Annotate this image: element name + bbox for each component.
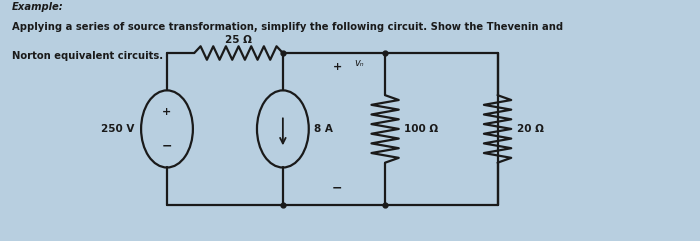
Text: vₙ: vₙ <box>354 58 364 68</box>
Text: −: − <box>162 140 172 153</box>
Text: 100 Ω: 100 Ω <box>404 124 438 134</box>
Text: +: + <box>162 107 172 117</box>
Text: 20 Ω: 20 Ω <box>517 124 543 134</box>
Text: +: + <box>332 62 342 73</box>
Text: Example:: Example: <box>13 2 64 12</box>
Text: 25 Ω: 25 Ω <box>225 35 252 45</box>
Text: Norton equivalent circuits.: Norton equivalent circuits. <box>13 51 163 60</box>
Text: Applying a series of source transformation, simplify the following circuit. Show: Applying a series of source transformati… <box>13 22 564 32</box>
Text: 250 V: 250 V <box>101 124 134 134</box>
Text: 8 A: 8 A <box>314 124 333 134</box>
Text: −: − <box>332 181 342 194</box>
